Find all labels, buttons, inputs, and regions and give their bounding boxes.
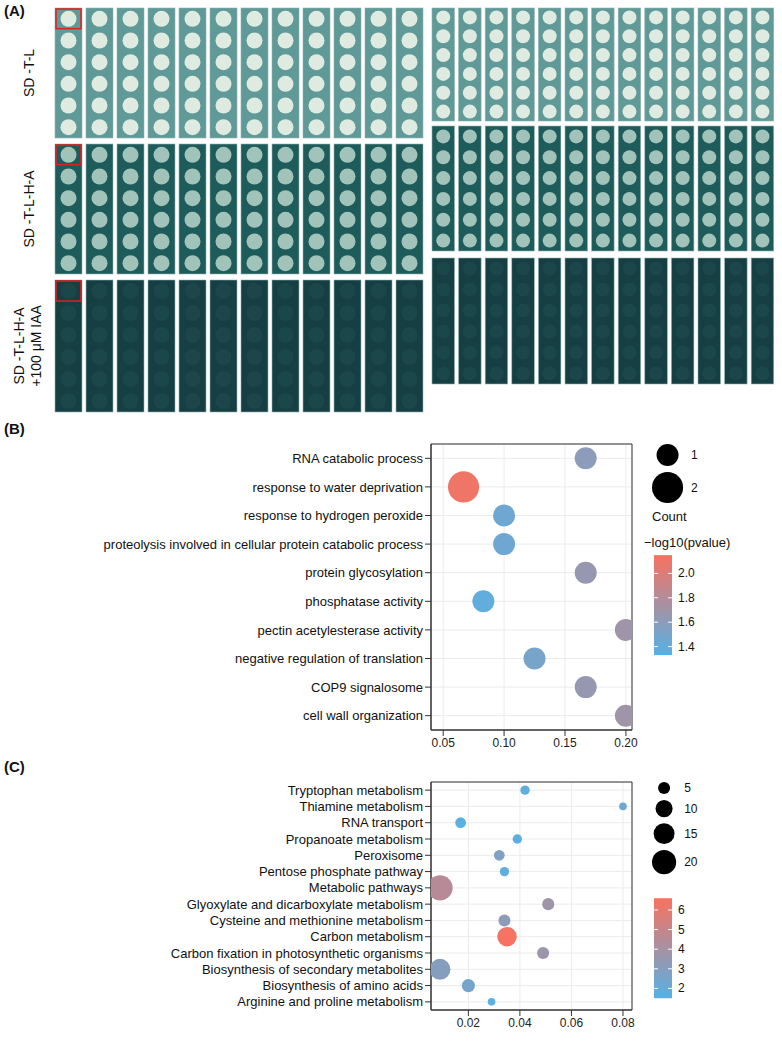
svg-text:phosphatase activity: phosphatase activity [305, 594, 423, 609]
svg-text:0.04: 0.04 [508, 1016, 532, 1030]
svg-text:cell wall organization: cell wall organization [303, 708, 423, 723]
svg-text:2: 2 [691, 481, 698, 495]
svg-text:Carbon fixation in photosynthe: Carbon fixation in photosynthetic organi… [171, 946, 424, 961]
html-text:(B): (B) [4, 420, 25, 437]
svg-text:1.4: 1.4 [678, 640, 695, 654]
svg-text:4: 4 [678, 942, 685, 956]
svg-text:Cysteine and methionine metabo: Cysteine and methionine metabolism [210, 913, 423, 928]
svg-text:20: 20 [684, 855, 698, 869]
svg-text:0.08: 0.08 [611, 1016, 635, 1030]
svg-text:−log10(pvalue): −log10(pvalue) [644, 535, 730, 550]
svg-text:0.10: 0.10 [492, 736, 516, 750]
svg-text:Carbon metabolism: Carbon metabolism [310, 929, 423, 944]
svg-text:6: 6 [678, 903, 685, 917]
svg-text:RNA catabolic process: RNA catabolic process [292, 451, 423, 466]
svg-text:2.0: 2.0 [678, 566, 695, 580]
svg-text:(A): (A) [4, 2, 25, 19]
svg-text:1: 1 [691, 448, 698, 462]
svg-text:SD -T-L-H-A: SD -T-L-H-A [21, 170, 37, 248]
svg-text:Tryptophan metabolism: Tryptophan metabolism [288, 783, 423, 798]
svg-text:pectin acetylesterase activity: pectin acetylesterase activity [258, 623, 424, 638]
svg-text:15: 15 [684, 827, 698, 841]
svg-text:Glyoxylate and dicarboxylate m: Glyoxylate and dicarboxylate metabolism [187, 897, 423, 912]
svg-text:RNA transport: RNA transport [341, 815, 423, 830]
svg-text:Thiamine metabolism: Thiamine metabolism [299, 799, 423, 814]
html-text:(C): (C) [4, 758, 25, 775]
svg-text:0.15: 0.15 [553, 736, 577, 750]
svg-text:SD -T-L-H-A+100 μM IAA: SD -T-L-H-A+100 μM IAA [11, 305, 44, 387]
svg-text:Metabolic pathways: Metabolic pathways [309, 880, 424, 895]
svg-text:0.06: 0.06 [560, 1016, 584, 1030]
svg-text:COP9 signalosome: COP9 signalosome [311, 680, 423, 695]
svg-text:2: 2 [678, 981, 685, 995]
svg-text:Peroxisome: Peroxisome [354, 848, 423, 863]
svg-text:Biosynthesis of amino acids: Biosynthesis of amino acids [263, 978, 424, 993]
svg-text:Count: Count [652, 509, 687, 524]
svg-text:Pentose phosphate pathway: Pentose phosphate pathway [259, 864, 424, 879]
svg-text:1.6: 1.6 [678, 615, 695, 629]
svg-text:0.20: 0.20 [614, 736, 638, 750]
svg-text:response to hydrogen peroxide: response to hydrogen peroxide [244, 508, 423, 523]
svg-text:3: 3 [678, 962, 685, 976]
svg-text:SD -T-L: SD -T-L [21, 49, 37, 97]
svg-text:response to water deprivation: response to water deprivation [252, 480, 423, 495]
svg-text:negative regulation of transla: negative regulation of translation [235, 651, 423, 666]
svg-text:5: 5 [678, 923, 685, 937]
svg-text:Biosynthesis of secondary meta: Biosynthesis of secondary metabolites [202, 962, 424, 977]
svg-text:protein glycosylation: protein glycosylation [305, 565, 423, 580]
svg-text:0.05: 0.05 [432, 736, 456, 750]
svg-text:1.8: 1.8 [678, 591, 695, 605]
svg-text:Propanoate metabolism: Propanoate metabolism [286, 832, 423, 847]
svg-text:Arginine and proline metabolis: Arginine and proline metabolism [237, 994, 423, 1009]
svg-text:10: 10 [684, 802, 698, 816]
svg-text:proteolysis involved in cellul: proteolysis involved in cellular protein… [104, 537, 424, 552]
svg-text:0.02: 0.02 [457, 1016, 481, 1030]
svg-text:5: 5 [684, 781, 691, 795]
